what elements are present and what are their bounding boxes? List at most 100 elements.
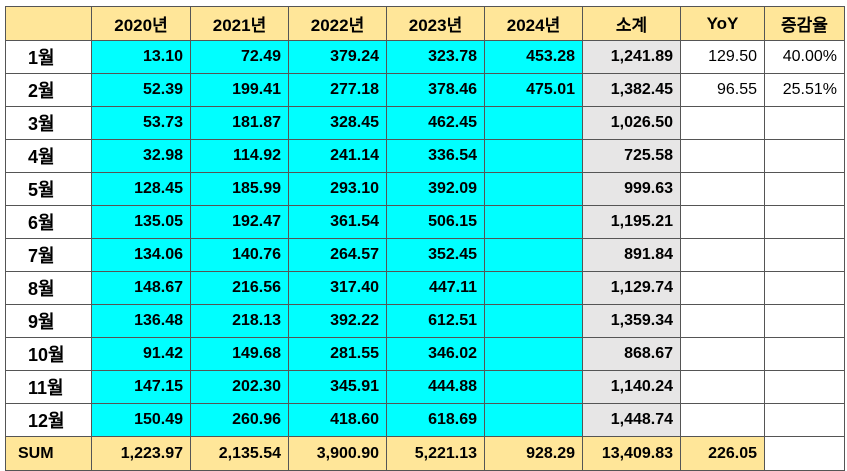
value-cell[interactable]: 128.45 <box>91 172 191 206</box>
subtotal-cell[interactable]: 725.58 <box>582 139 681 173</box>
value-cell[interactable]: 453.28 <box>484 40 583 74</box>
value-cell[interactable]: 134.06 <box>91 238 191 272</box>
row-label[interactable]: 5월 <box>5 172 92 206</box>
value-cell[interactable]: 475.01 <box>484 73 583 107</box>
value-cell[interactable]: 13.10 <box>91 40 191 74</box>
header-cell[interactable]: 2022년 <box>288 6 387 41</box>
rate-cell[interactable] <box>764 370 845 404</box>
value-cell[interactable]: 317.40 <box>288 271 387 305</box>
sum-value-cell[interactable]: 3,900.90 <box>288 436 387 471</box>
header-cell[interactable]: 소계 <box>582 6 681 41</box>
value-cell[interactable]: 506.15 <box>386 205 485 239</box>
sum-yoy-cell[interactable]: 226.05 <box>680 436 765 471</box>
value-cell[interactable] <box>484 106 583 140</box>
value-cell[interactable]: 618.69 <box>386 403 485 437</box>
yoy-cell[interactable] <box>680 172 765 206</box>
row-label[interactable]: 1월 <box>5 40 92 74</box>
value-cell[interactable]: 328.45 <box>288 106 387 140</box>
value-cell[interactable]: 264.57 <box>288 238 387 272</box>
value-cell[interactable] <box>484 304 583 338</box>
header-cell[interactable]: 2023년 <box>386 6 485 41</box>
yoy-cell[interactable]: 96.55 <box>680 73 765 107</box>
yoy-cell[interactable] <box>680 106 765 140</box>
value-cell[interactable]: 192.47 <box>190 205 289 239</box>
value-cell[interactable]: 114.92 <box>190 139 289 173</box>
value-cell[interactable]: 277.18 <box>288 73 387 107</box>
value-cell[interactable]: 181.87 <box>190 106 289 140</box>
rate-cell[interactable] <box>764 172 845 206</box>
subtotal-cell[interactable]: 1,195.21 <box>582 205 681 239</box>
yoy-cell[interactable] <box>680 304 765 338</box>
row-label[interactable]: 8월 <box>5 271 92 305</box>
rate-cell[interactable] <box>764 304 845 338</box>
sum-label[interactable]: SUM <box>5 436 92 471</box>
value-cell[interactable] <box>484 403 583 437</box>
value-cell[interactable]: 361.54 <box>288 205 387 239</box>
yoy-cell[interactable] <box>680 205 765 239</box>
value-cell[interactable]: 32.98 <box>91 139 191 173</box>
value-cell[interactable]: 147.15 <box>91 370 191 404</box>
value-cell[interactable]: 462.45 <box>386 106 485 140</box>
row-label[interactable]: 10월 <box>5 337 92 371</box>
header-cell[interactable]: 2021년 <box>190 6 289 41</box>
yoy-cell[interactable] <box>680 403 765 437</box>
subtotal-cell[interactable]: 1,241.89 <box>582 40 681 74</box>
value-cell[interactable]: 392.09 <box>386 172 485 206</box>
rate-cell[interactable] <box>764 403 845 437</box>
value-cell[interactable]: 293.10 <box>288 172 387 206</box>
sum-subtotal-cell[interactable]: 13,409.83 <box>582 436 681 471</box>
yoy-cell[interactable]: 129.50 <box>680 40 765 74</box>
value-cell[interactable]: 91.42 <box>91 337 191 371</box>
rate-cell[interactable]: 25.51% <box>764 73 845 107</box>
value-cell[interactable]: 378.46 <box>386 73 485 107</box>
value-cell[interactable]: 148.67 <box>91 271 191 305</box>
rate-cell[interactable] <box>764 238 845 272</box>
value-cell[interactable]: 260.96 <box>190 403 289 437</box>
row-label[interactable]: 3월 <box>5 106 92 140</box>
subtotal-cell[interactable]: 1,448.74 <box>582 403 681 437</box>
value-cell[interactable]: 352.45 <box>386 238 485 272</box>
value-cell[interactable]: 72.49 <box>190 40 289 74</box>
rate-cell[interactable] <box>764 271 845 305</box>
rate-cell[interactable]: 40.00% <box>764 40 845 74</box>
value-cell[interactable] <box>484 271 583 305</box>
yoy-cell[interactable] <box>680 238 765 272</box>
row-label[interactable]: 7월 <box>5 238 92 272</box>
yoy-cell[interactable] <box>680 337 765 371</box>
value-cell[interactable]: 52.39 <box>91 73 191 107</box>
row-label[interactable]: 9월 <box>5 304 92 338</box>
value-cell[interactable]: 218.13 <box>190 304 289 338</box>
value-cell[interactable]: 444.88 <box>386 370 485 404</box>
value-cell[interactable]: 612.51 <box>386 304 485 338</box>
value-cell[interactable]: 323.78 <box>386 40 485 74</box>
yoy-cell[interactable] <box>680 370 765 404</box>
value-cell[interactable]: 53.73 <box>91 106 191 140</box>
subtotal-cell[interactable]: 1,129.74 <box>582 271 681 305</box>
sum-rate-cell[interactable] <box>764 436 845 471</box>
corner-cell[interactable] <box>5 6 92 41</box>
value-cell[interactable]: 241.14 <box>288 139 387 173</box>
header-cell[interactable]: 증감율 <box>764 6 845 41</box>
rate-cell[interactable] <box>764 205 845 239</box>
subtotal-cell[interactable]: 868.67 <box>582 337 681 371</box>
value-cell[interactable] <box>484 238 583 272</box>
value-cell[interactable]: 379.24 <box>288 40 387 74</box>
sum-value-cell[interactable]: 2,135.54 <box>190 436 289 471</box>
yoy-cell[interactable] <box>680 271 765 305</box>
value-cell[interactable]: 346.02 <box>386 337 485 371</box>
yoy-cell[interactable] <box>680 139 765 173</box>
header-cell[interactable]: 2020년 <box>91 6 191 41</box>
value-cell[interactable]: 149.68 <box>190 337 289 371</box>
row-label[interactable]: 6월 <box>5 205 92 239</box>
value-cell[interactable] <box>484 370 583 404</box>
subtotal-cell[interactable]: 891.84 <box>582 238 681 272</box>
value-cell[interactable]: 136.48 <box>91 304 191 338</box>
value-cell[interactable] <box>484 139 583 173</box>
value-cell[interactable]: 140.76 <box>190 238 289 272</box>
value-cell[interactable]: 345.91 <box>288 370 387 404</box>
value-cell[interactable]: 216.56 <box>190 271 289 305</box>
row-label[interactable]: 11월 <box>5 370 92 404</box>
subtotal-cell[interactable]: 999.63 <box>582 172 681 206</box>
value-cell[interactable] <box>484 172 583 206</box>
value-cell[interactable]: 135.05 <box>91 205 191 239</box>
